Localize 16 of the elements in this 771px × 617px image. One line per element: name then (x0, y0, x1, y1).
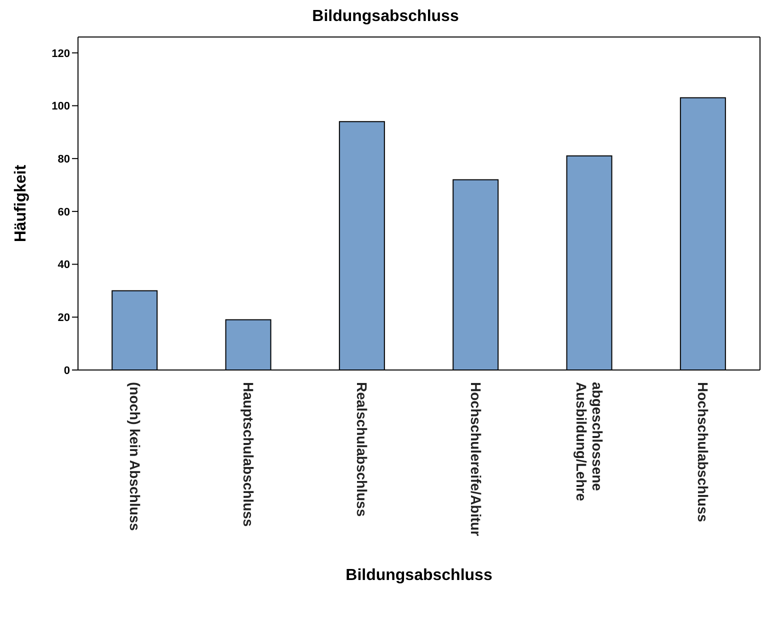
y-axis-title: Häufigkeit (12, 164, 30, 242)
x-tick-label: Hochschulabschluss (695, 382, 712, 522)
y-tick-label: 20 (58, 312, 70, 324)
y-tick-label: 60 (58, 206, 70, 218)
y-tick-label: 0 (64, 364, 70, 377)
x-axis-title: Bildungsabschluss (346, 567, 492, 584)
y-tick-label: 80 (58, 153, 70, 166)
y-tick-label: 100 (52, 100, 70, 113)
x-tick-label: Hauptschulabschluss (240, 382, 256, 527)
x-tick-label: (noch) kein Abschluss (126, 382, 143, 532)
y-tick-label: 120 (52, 48, 70, 60)
x-tick-label: Hochschulereife/Abitur (468, 382, 484, 537)
y-tick-label: 40 (58, 259, 70, 272)
x-tick-label: Realschulabschluss (354, 382, 370, 517)
x-tick-label: abgeschlossene Ausbildung/Lehre (574, 382, 606, 502)
chart-title: Bildungsabschluss (311, 8, 460, 27)
